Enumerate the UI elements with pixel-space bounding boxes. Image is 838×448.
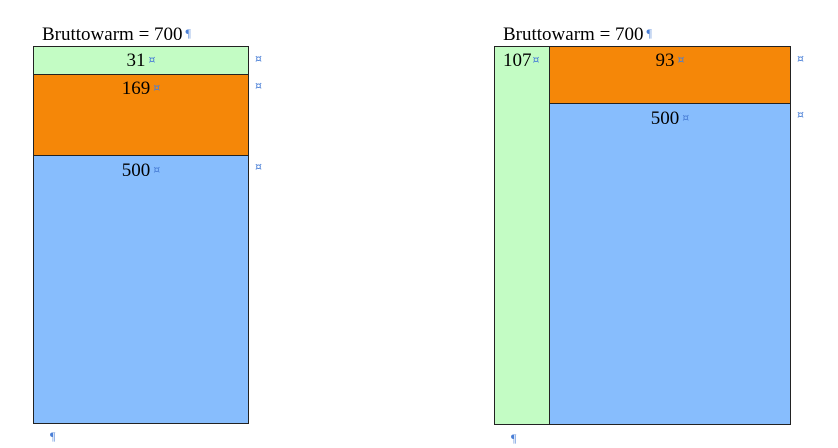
left-cell-orange-label: 169 (121, 78, 151, 99)
left-cell-green-label: 31 (126, 50, 146, 71)
cell-end-mark: ¤ (682, 111, 690, 124)
right-cell-blue-label: 500 (650, 108, 680, 129)
cell-end-mark: ¤ (153, 81, 161, 94)
left-cell-green[interactable]: 31 ¤ (33, 46, 249, 75)
right-cell-orange-label: 93 (655, 50, 675, 71)
paragraph-mark: ¶ (511, 431, 517, 445)
row-end-mark: ¤ (797, 52, 804, 65)
paragraph-mark: ¶ (50, 429, 56, 443)
pilcrow-mark: ¶ (646, 26, 652, 40)
right-cell-blue[interactable]: 500 ¤ (549, 103, 791, 425)
right-table-title: Bruttowarm = 700 ¶ (503, 24, 652, 45)
right-cell-green-label: 107 (503, 50, 532, 71)
pilcrow-mark: ¶ (185, 26, 191, 40)
right-cell-green[interactable]: 107¤ (494, 46, 550, 425)
row-end-mark: ¤ (255, 79, 262, 92)
row-end-mark: ¤ (797, 108, 804, 121)
cell-end-mark: ¤ (153, 163, 161, 176)
left-cell-blue[interactable]: 500 ¤ (33, 155, 249, 424)
left-cell-orange[interactable]: 169 ¤ (33, 74, 249, 156)
left-cell-blue-label: 500 (121, 160, 151, 181)
row-end-mark: ¤ (255, 52, 262, 65)
row-end-mark: ¤ (255, 160, 262, 173)
cell-end-mark: ¤ (532, 53, 540, 66)
left-table-title: Bruttowarm = 700 ¶ (42, 24, 191, 45)
cell-end-mark: ¤ (677, 53, 685, 66)
right-cell-orange[interactable]: 93 ¤ (549, 46, 791, 104)
cell-end-mark: ¤ (148, 53, 156, 66)
